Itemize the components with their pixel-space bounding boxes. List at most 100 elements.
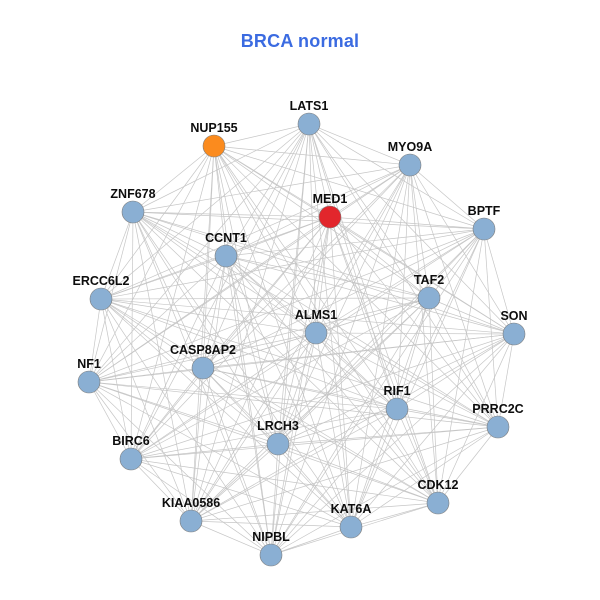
graph-edge: [437, 228, 485, 504]
graph-edge: [437, 426, 499, 504]
graph-edge: [100, 298, 499, 428]
graph-edge: [428, 297, 515, 335]
graph-edge: [277, 426, 499, 445]
graph-edge: [225, 255, 499, 428]
graph-edge: [130, 458, 192, 522]
graph-edge: [88, 381, 398, 410]
graph-node-ccnt1: [214, 244, 238, 268]
graph-edge: [88, 216, 331, 383]
graph-edge: [132, 211, 499, 428]
graph-edge: [88, 123, 310, 383]
graph-edge: [270, 297, 430, 556]
graph-node-label-lrch3: LRCH3: [257, 419, 299, 433]
graph-edge: [130, 297, 430, 460]
graph-node-lrch3: [266, 432, 290, 456]
graph-edge: [213, 145, 411, 166]
graph-edge: [202, 145, 215, 369]
graph-edge: [225, 164, 411, 257]
graph-edge: [396, 408, 439, 504]
graph-edge: [213, 145, 352, 528]
graph-node-son: [502, 322, 526, 346]
graph-edge: [88, 381, 439, 504]
graph-node-bptf: [472, 217, 496, 241]
graph-edge: [225, 255, 515, 335]
graph-node-rif1: [385, 397, 409, 421]
graph-edge: [270, 332, 317, 556]
graph-edge: [130, 458, 272, 556]
graph-edge: [270, 443, 279, 556]
graph-node-label-nup155: NUP155: [190, 121, 237, 135]
graph-node-label-alms1: ALMS1: [295, 308, 337, 322]
graph-node-taf2: [417, 286, 441, 310]
graph-edge: [225, 123, 310, 257]
graph-node-label-nf1: NF1: [77, 357, 101, 371]
graph-edge: [225, 255, 317, 334]
graph-edge: [100, 298, 204, 369]
graph-edge: [190, 333, 515, 522]
graph-edge: [130, 255, 227, 460]
graph-edge: [213, 123, 310, 147]
graph-edge: [132, 164, 411, 213]
graph-edge: [202, 332, 317, 369]
graph-edge: [315, 332, 439, 504]
graph-edge: [88, 298, 102, 383]
graph-edge: [213, 145, 227, 257]
graph-node-cdk12: [426, 491, 450, 515]
graph-edge: [100, 255, 227, 300]
graph-edge: [270, 526, 352, 556]
graph-node-label-nipbl: NIPBL: [252, 530, 290, 544]
graph-edge: [202, 367, 398, 410]
graph-node-birc6: [119, 447, 143, 471]
graph-edge: [350, 426, 499, 528]
graph-node-label-myo9a: MYO9A: [388, 140, 432, 154]
graph-edge: [315, 332, 499, 428]
graph-edge: [213, 145, 439, 504]
graph-edge: [396, 164, 411, 410]
graph-edge: [100, 298, 439, 504]
graph-edge: [277, 164, 411, 445]
graph-node-label-cdk12: CDK12: [418, 478, 459, 492]
graph-edge: [202, 367, 279, 445]
graph-edge: [190, 520, 272, 556]
graph-edge: [88, 164, 411, 383]
graph-edge: [483, 228, 515, 335]
graph-edge: [100, 211, 134, 300]
graph-edge: [190, 216, 331, 522]
graph-edge: [88, 297, 430, 383]
graph-edge: [225, 255, 439, 504]
graph-node-label-kiaa0586: KIAA0586: [162, 496, 220, 510]
graph-node-myo9a: [398, 153, 422, 177]
graph-node-nup155: [202, 134, 226, 158]
graph-edge: [409, 164, 485, 230]
graph-edge: [132, 211, 331, 218]
graph-edge: [409, 164, 430, 299]
graph-edge: [130, 123, 310, 460]
graph-edge: [270, 216, 331, 556]
graph-edge: [350, 502, 439, 528]
graph-node-label-son: SON: [500, 309, 527, 323]
graph-edge: [315, 228, 485, 334]
graph-node-label-znf678: ZNF678: [110, 187, 155, 201]
graph-node-nf1: [77, 370, 101, 394]
graph-edge: [315, 332, 352, 528]
graph-node-prrc2c: [486, 415, 510, 439]
graph-edge: [132, 211, 317, 334]
graph-edge: [308, 123, 485, 230]
graph-edge: [225, 255, 272, 556]
graph-edge: [190, 408, 398, 522]
graph-edge: [190, 332, 317, 522]
graph-node-label-lats1: LATS1: [290, 99, 329, 113]
graph-edge: [350, 164, 411, 528]
graph-edge: [428, 228, 485, 299]
graph-edge: [270, 408, 398, 556]
graph-edge: [202, 367, 439, 504]
graph-edge: [202, 255, 227, 369]
graph-edge: [190, 367, 204, 522]
graph-edge: [277, 332, 317, 445]
graph-edge: [308, 123, 439, 504]
graph-node-kiaa0586: [179, 509, 203, 533]
graph-edge: [277, 297, 430, 445]
graph-edge: [315, 332, 515, 335]
graph-node-label-med1: MED1: [313, 192, 348, 206]
